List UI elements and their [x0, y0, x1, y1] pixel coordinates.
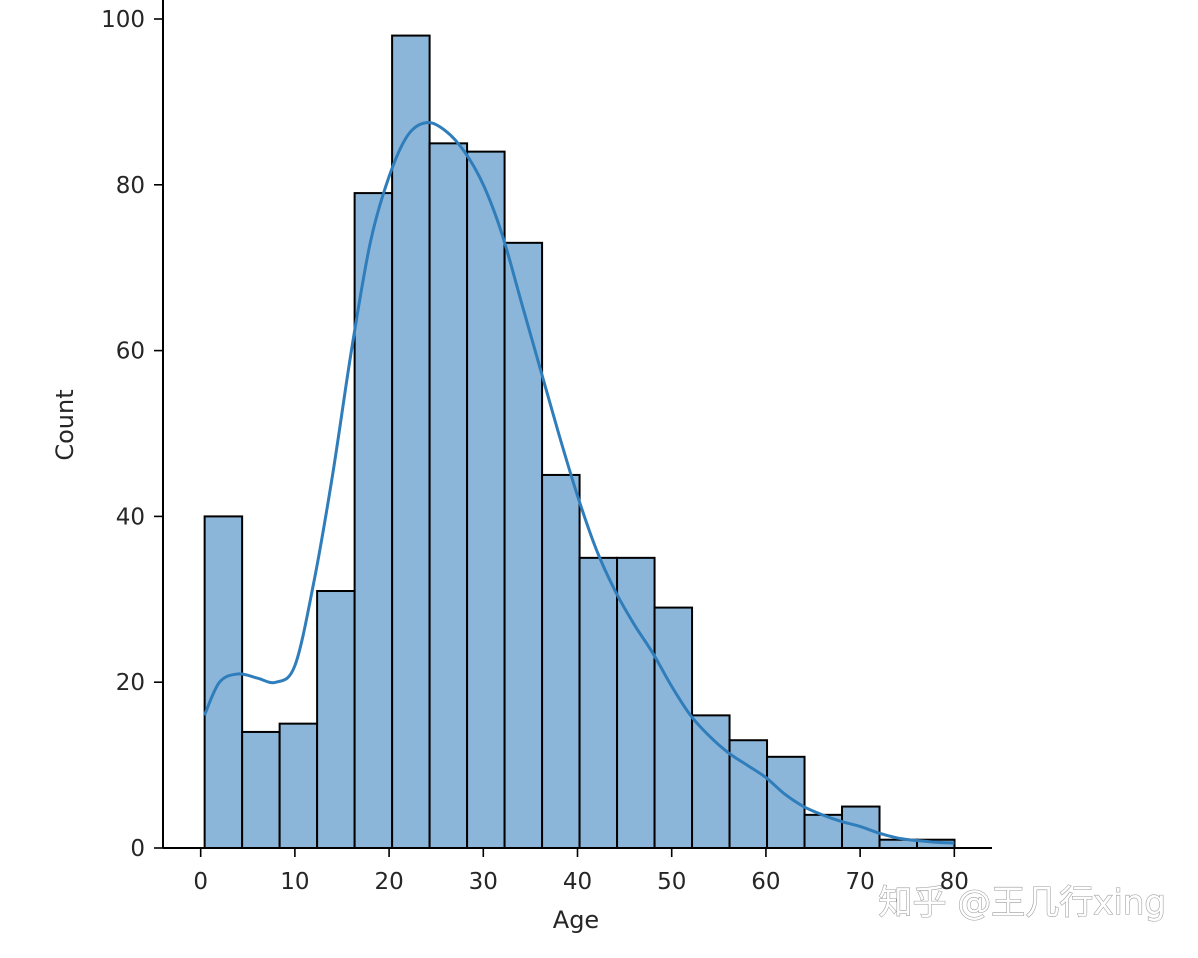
histogram-bar: [578, 556, 619, 849]
histogram-bar: [503, 241, 544, 849]
x-tick-label: 50: [657, 869, 686, 895]
histogram-bar: [278, 722, 319, 850]
x-tick-label: 30: [469, 869, 498, 895]
histogram-bar: [653, 606, 694, 850]
x-tick-label: 70: [845, 869, 874, 895]
histogram-bar: [616, 556, 656, 849]
y-tick-label: 0: [130, 836, 145, 862]
y-tick-label: 80: [116, 173, 145, 199]
histogram-bar: [241, 730, 281, 849]
histogram-bar: [541, 473, 581, 849]
x-axis-ticks: 0 10 20 30 40 50 60 70 80: [193, 848, 969, 895]
histogram-bar: [391, 34, 431, 849]
y-axis-title: Count: [51, 389, 79, 460]
histogram-bar: [203, 515, 244, 850]
histogram-bar: [428, 142, 469, 850]
watermark: 知乎 @王几行xing: [878, 883, 1166, 923]
x-tick-label: 80: [940, 869, 969, 895]
x-axis-title: Age: [553, 906, 599, 934]
histogram-bars: [203, 34, 956, 850]
y-tick-label: 40: [116, 504, 145, 530]
x-tick-label: 10: [280, 869, 309, 895]
histogram-bar: [466, 150, 506, 849]
histogram-bar: [316, 590, 356, 849]
x-tick-label: 20: [374, 869, 403, 895]
x-tick-label: 40: [563, 869, 592, 895]
x-tick-label: 60: [751, 869, 780, 895]
y-axis-ticks: 0 20 40 60 80 100: [101, 7, 163, 862]
histogram-bar: [691, 714, 731, 849]
y-tick-label: 100: [101, 7, 145, 33]
kde-curve: [203, 121, 955, 845]
x-tick-label: 0: [193, 869, 208, 895]
y-tick-label: 20: [116, 670, 145, 696]
y-tick-label: 60: [116, 339, 145, 365]
